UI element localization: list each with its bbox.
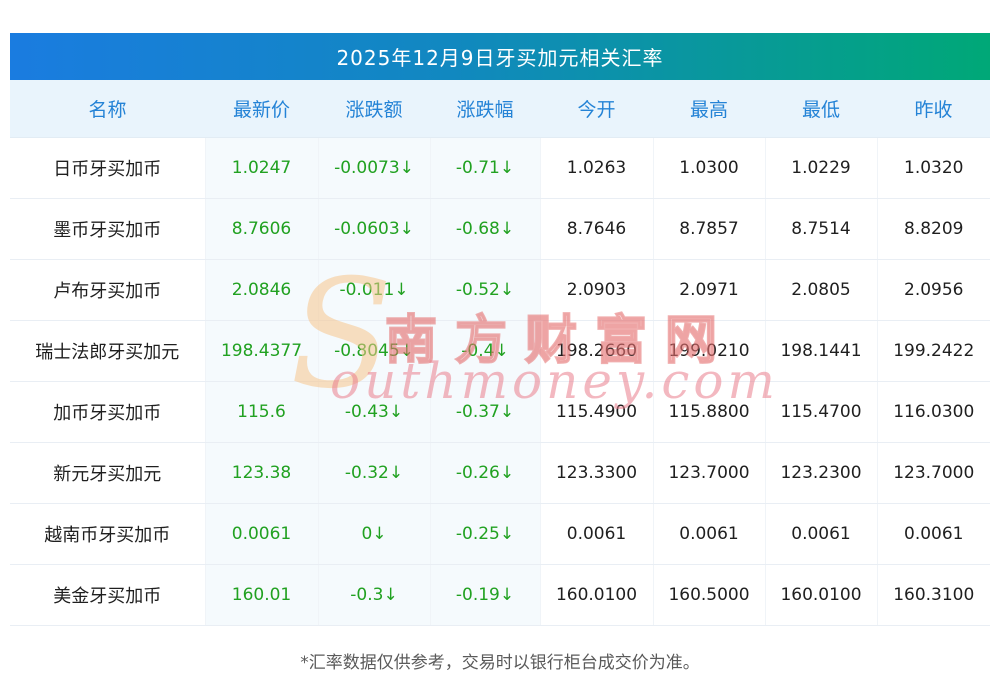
cell-change: -0.011↓ (318, 259, 431, 321)
cell-open: 0.0061 (540, 503, 654, 565)
footer-disclaimer: *汇率数据仅供参考，交易时以银行柜台成交价为准。 (300, 653, 700, 673)
cell-low: 8.7514 (765, 198, 878, 260)
cell-change: -0.8045↓ (318, 320, 431, 382)
column-header-open: 今开 (540, 80, 653, 138)
cell-change-pct: -0.25↓ (430, 503, 541, 565)
cell-change-pct: -0.71↓ (430, 137, 541, 199)
cell-name: 日币牙买加币 (10, 137, 206, 199)
cell-latest: 115.6 (205, 381, 319, 443)
cell-open: 198.2660 (540, 320, 654, 382)
column-header-name: 名称 (10, 80, 205, 138)
table-header-row: 名称 最新价 涨跌额 涨跌幅 今开 最高 最低 昨收 (10, 80, 990, 138)
cell-change-pct: -0.52↓ (430, 259, 541, 321)
cell-prev-close: 123.7000 (877, 442, 990, 504)
cell-high: 123.7000 (653, 442, 766, 504)
column-header-low: 最低 (765, 80, 877, 138)
cell-change-pct: -0.68↓ (430, 198, 541, 260)
cell-latest: 123.38 (205, 442, 319, 504)
cell-change-pct: -0.19↓ (430, 564, 541, 626)
cell-low: 115.4700 (765, 381, 878, 443)
cell-prev-close: 0.0061 (877, 503, 990, 565)
cell-open: 123.3300 (540, 442, 654, 504)
cell-name: 瑞士法郎牙买加元 (10, 320, 206, 382)
page-title: 2025年12月9日牙买加元相关汇率 (336, 46, 664, 70)
table-row: 卢布牙买加币 2.0846 -0.011↓ -0.52↓ 2.0903 2.0971 2.0… (10, 259, 990, 321)
cell-prev-close: 2.0956 (877, 259, 990, 321)
cell-change-pct: -0.37↓ (430, 381, 541, 443)
cell-prev-close: 160.3100 (877, 564, 990, 626)
cell-name: 越南币牙买加币 (10, 503, 206, 565)
table-row: 越南币牙买加币 0.0061 0↓ -0.25↓ 0.0061 0.0061 0.0061 0… (10, 503, 990, 565)
table-row: 加币牙买加币 115.6 -0.43↓ -0.37↓ 115.4900 115.8800 1… (10, 381, 990, 443)
cell-change: -0.3↓ (318, 564, 431, 626)
cell-change-pct: -0.4↓ (430, 320, 541, 382)
cell-change: -0.0603↓ (318, 198, 431, 260)
cell-low: 123.2300 (765, 442, 878, 504)
cell-name: 加币牙买加币 (10, 381, 206, 443)
cell-high: 115.8800 (653, 381, 766, 443)
table-row: 日币牙买加币 1.0247 -0.0073↓ -0.71↓ 1.0263 1.0300 1.… (10, 137, 990, 199)
rate-table-body: 日币牙买加币 1.0247 -0.0073↓ -0.71↓ 1.0263 1.0300 1.… (10, 137, 990, 626)
cell-low: 2.0805 (765, 259, 878, 321)
cell-open: 115.4900 (540, 381, 654, 443)
column-header-high: 最高 (653, 80, 765, 138)
table-row: 瑞士法郎牙买加元 198.4377 -0.8045↓ -0.4↓ 198.2660 199… (10, 320, 990, 382)
cell-change: -0.0073↓ (318, 137, 431, 199)
cell-latest: 8.7606 (205, 198, 319, 260)
cell-prev-close: 1.0320 (877, 137, 990, 199)
cell-high: 2.0971 (653, 259, 766, 321)
table-row: 墨币牙买加币 8.7606 -0.0603↓ -0.68↓ 8.7646 8.7857 8.… (10, 198, 990, 260)
column-header-prev-close: 昨收 (877, 80, 990, 138)
cell-name: 墨币牙买加币 (10, 198, 206, 260)
column-header-change-pct: 涨跌幅 (430, 80, 540, 138)
cell-latest: 198.4377 (205, 320, 319, 382)
cell-high: 8.7857 (653, 198, 766, 260)
cell-latest: 1.0247 (205, 137, 319, 199)
cell-open: 160.0100 (540, 564, 654, 626)
cell-name: 卢布牙买加币 (10, 259, 206, 321)
cell-high: 1.0300 (653, 137, 766, 199)
cell-high: 160.5000 (653, 564, 766, 626)
cell-name: 新元牙买加元 (10, 442, 206, 504)
cell-prev-close: 199.2422 (877, 320, 990, 382)
exchange-rate-table-container: 2025年12月9日牙买加元相关汇率 名称 最新价 涨跌额 涨跌幅 今开 最高 … (10, 33, 990, 626)
table-row: 新元牙买加元 123.38 -0.32↓ -0.26↓ 123.3300 123.7000… (10, 442, 990, 504)
cell-change-pct: -0.26↓ (430, 442, 541, 504)
cell-prev-close: 8.8209 (877, 198, 990, 260)
cell-open: 1.0263 (540, 137, 654, 199)
cell-low: 1.0229 (765, 137, 878, 199)
cell-change: 0↓ (318, 503, 431, 565)
cell-name: 美金牙买加币 (10, 564, 206, 626)
cell-latest: 2.0846 (205, 259, 319, 321)
cell-prev-close: 116.0300 (877, 381, 990, 443)
cell-latest: 160.01 (205, 564, 319, 626)
cell-high: 0.0061 (653, 503, 766, 565)
table-title-bar: 2025年12月9日牙买加元相关汇率 (10, 33, 990, 80)
cell-low: 160.0100 (765, 564, 878, 626)
cell-change: -0.43↓ (318, 381, 431, 443)
column-header-latest: 最新价 (205, 80, 318, 138)
cell-open: 2.0903 (540, 259, 654, 321)
column-header-change: 涨跌额 (318, 80, 430, 138)
cell-low: 198.1441 (765, 320, 878, 382)
cell-open: 8.7646 (540, 198, 654, 260)
exchange-rate-table: 名称 最新价 涨跌额 涨跌幅 今开 最高 最低 昨收 日币牙买加币 1.0247-… (10, 80, 990, 626)
cell-high: 199.0210 (653, 320, 766, 382)
cell-latest: 0.0061 (205, 503, 319, 565)
cell-low: 0.0061 (765, 503, 878, 565)
cell-change: -0.32↓ (318, 442, 431, 504)
table-row: 美金牙买加币 160.01 -0.3↓ -0.19↓ 160.0100 160.5000 1… (10, 564, 990, 626)
